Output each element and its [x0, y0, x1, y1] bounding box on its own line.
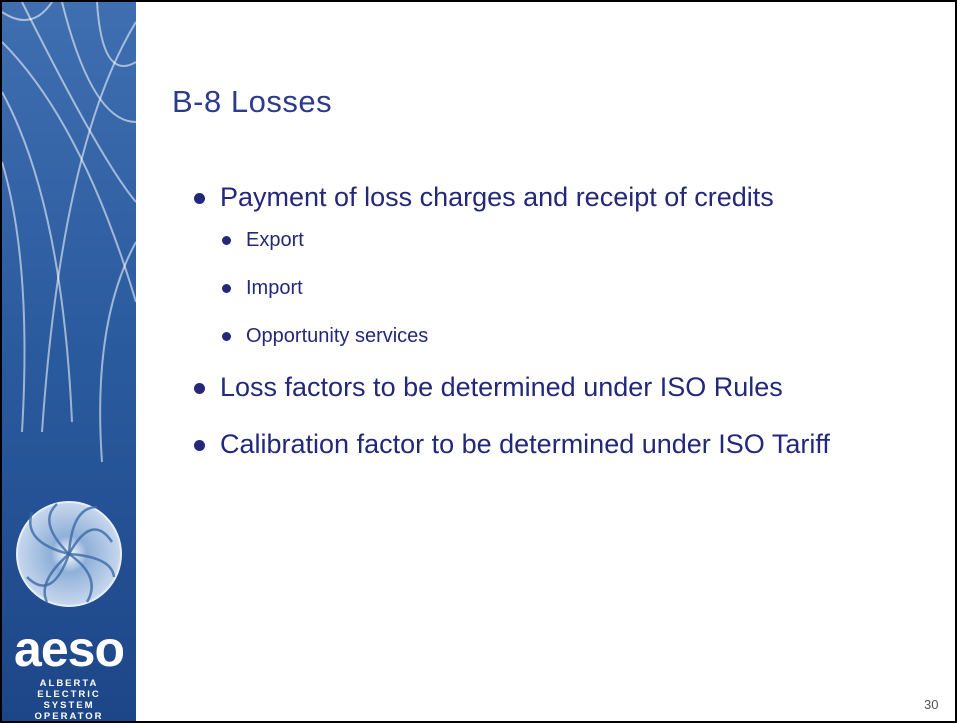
slide-title: B-8 Losses — [172, 84, 332, 120]
page-number: 30 — [924, 697, 938, 712]
sub-bullet: Opportunity services — [220, 322, 922, 350]
logo-line: ELECTRIC — [2, 689, 136, 700]
slide: aeso ALBERTAELECTRICSYSTEMOPERATOR B-8 L… — [0, 0, 957, 723]
sub-list: Export Import Opportunity services — [220, 226, 922, 350]
bullet-text: Payment of loss charges and receipt of c… — [220, 182, 774, 212]
logo-line: SYSTEM — [2, 700, 136, 711]
sub-bullet: Export — [220, 226, 922, 254]
bullet-text: Loss factors to be determined under ISO … — [220, 372, 783, 402]
sidebar-art — [2, 2, 136, 721]
logo-line: ALBERTA — [2, 678, 136, 689]
logo-name: aeso — [2, 620, 136, 678]
bullet: Loss factors to be determined under ISO … — [192, 368, 922, 406]
page: aeso ALBERTAELECTRICSYSTEMOPERATOR B-8 L… — [0, 0, 957, 723]
logo-line: OPERATOR — [2, 711, 136, 722]
bullet-text: Calibration factor to be determined unde… — [220, 429, 830, 459]
bullet: Payment of loss charges and receipt of c… — [192, 178, 922, 350]
bullet: Calibration factor to be determined unde… — [192, 425, 922, 463]
sub-bullet: Import — [220, 274, 922, 302]
bullet-list: Payment of loss charges and receipt of c… — [192, 178, 922, 482]
